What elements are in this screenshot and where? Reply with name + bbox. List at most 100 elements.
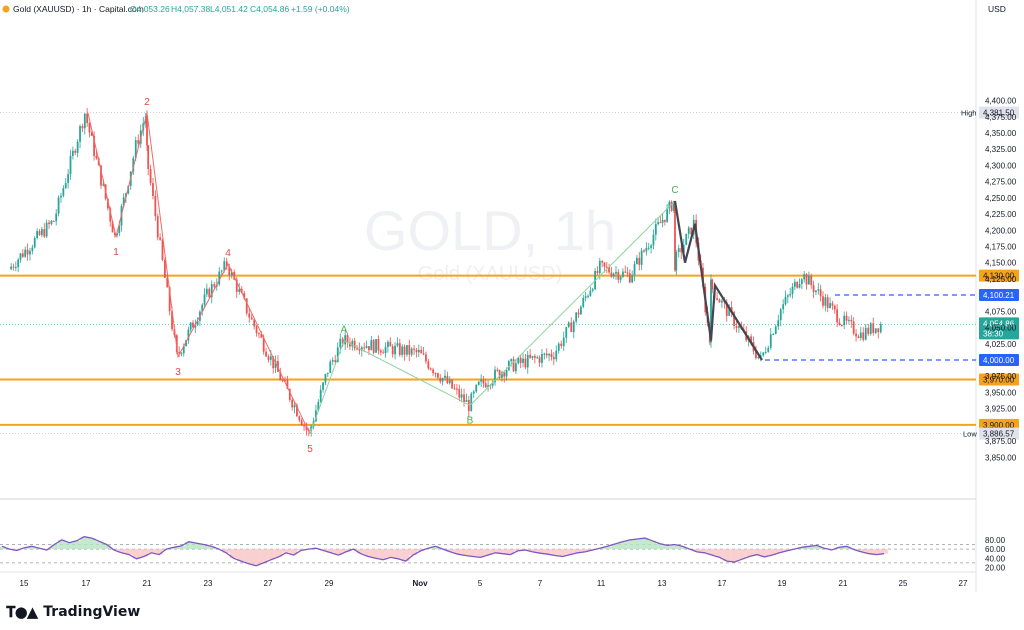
candle-body [750, 336, 752, 343]
candle-body [26, 249, 29, 255]
rsi-oversold-fill [229, 549, 238, 559]
candle-body [615, 271, 617, 274]
candle-body [163, 259, 166, 278]
candle-body [456, 388, 458, 390]
candle-body [417, 349, 420, 353]
candle-body [100, 165, 102, 186]
candle-body [557, 343, 560, 351]
candle-body [826, 297, 829, 308]
candle-body [48, 222, 50, 225]
candle-body [819, 289, 822, 297]
candle-body [439, 377, 442, 382]
candle-body [10, 266, 13, 270]
candle-body [29, 250, 31, 255]
candle-body [793, 281, 796, 287]
candle-body [36, 231, 39, 239]
time-tick-label: 19 [778, 579, 787, 588]
candle-body [458, 388, 461, 398]
rsi-oversold-fill [700, 549, 709, 553]
rsi-oversold-fill [693, 549, 701, 552]
candle-body [253, 319, 256, 327]
wave-label: 4 [225, 248, 231, 259]
time-tick-label: 7 [538, 579, 543, 588]
legend-header[interactable]: Gold (XAUUSD) · 1h · Capital.com O4,053.… [2, 4, 350, 14]
rsi-oversold-fill [409, 549, 417, 556]
price-tick-label: 4,225.00 [985, 210, 1017, 219]
candle-body [370, 340, 373, 351]
price-tick-label: 4,125.00 [985, 275, 1017, 284]
candle-body [645, 247, 648, 252]
candle-body [185, 340, 187, 347]
candle-body [324, 374, 327, 383]
candle-body [589, 290, 592, 296]
rsi-tick-label: 40.00 [985, 554, 1006, 563]
price-tick-label: 4,025.00 [985, 340, 1017, 349]
candle-body [57, 197, 60, 214]
candle-body [603, 262, 606, 267]
candle-body [638, 257, 641, 265]
rsi-overbought-fill [805, 546, 813, 550]
dashed-level-tag [979, 289, 1019, 302]
candle-body [777, 320, 780, 327]
candle-body [850, 319, 853, 322]
rsi-oversold-fill [454, 549, 462, 555]
candle-body [391, 346, 394, 355]
time-tick-label: 29 [325, 579, 334, 588]
candle-body [877, 328, 880, 333]
candle-body [88, 123, 91, 133]
price-tick-label: 4,050.00 [985, 324, 1017, 333]
tradingview-logo[interactable]: 𝐓●▲ TradingView [6, 603, 140, 621]
candle-body [824, 297, 827, 306]
candle-body [196, 320, 199, 325]
candle-body [387, 341, 389, 347]
candle-body [446, 375, 449, 384]
candle-body [716, 298, 718, 300]
candle-body [522, 358, 524, 363]
candle-body [250, 317, 253, 320]
time-tick-label: 5 [478, 579, 483, 588]
rsi-overbought-fill [431, 546, 440, 550]
level-price-label: 3,970.00 [983, 375, 1015, 384]
rsi-oversold-fill [768, 549, 776, 556]
ohlc-close: C4,054.86 [250, 4, 289, 14]
candle-body [341, 338, 344, 345]
rsi-oversold-fill [334, 549, 343, 556]
candle-body [570, 322, 573, 333]
candle-body [519, 357, 522, 363]
candle-body [663, 219, 666, 222]
candle-body [351, 340, 354, 347]
price-tick-label: 3,850.00 [985, 453, 1017, 462]
candle-body [677, 248, 680, 253]
candle-body [552, 357, 555, 360]
candle-body [331, 360, 334, 362]
candle-body [152, 183, 154, 197]
currency-label[interactable]: USD [988, 4, 1006, 14]
rsi-overbought-fill [633, 538, 642, 550]
candle-body [83, 113, 86, 129]
candle-body [50, 220, 53, 225]
rsi-oversold-fill [484, 549, 492, 556]
candle-body [291, 399, 294, 408]
candle-body [548, 353, 550, 356]
candle-body [448, 379, 451, 384]
rsi-overbought-fill [618, 541, 627, 550]
time-tick-label: 13 [658, 579, 667, 588]
candle-body [122, 197, 125, 207]
candle-body [529, 354, 532, 358]
candle-body [79, 126, 81, 142]
candle-body [69, 155, 72, 175]
candle-body [203, 294, 206, 305]
candle-body [591, 289, 594, 291]
rsi-oversold-fill [730, 549, 739, 562]
rsi-oversold-fill [319, 549, 328, 551]
rsi-oversold-fill [252, 549, 260, 566]
candle-body [759, 355, 762, 357]
candle-body [491, 382, 494, 386]
candle-body [477, 381, 480, 385]
dashed-level-label: 4,000.00 [983, 356, 1015, 365]
rsi-overbought-fill [835, 547, 843, 550]
candle-body [147, 145, 150, 170]
candle-body [764, 351, 767, 353]
rsi-oversold-fill [342, 549, 350, 552]
